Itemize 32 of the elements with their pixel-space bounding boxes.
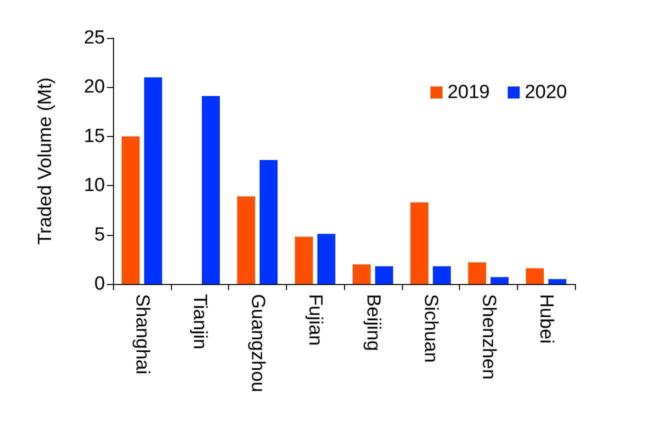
y-tick-label: 25 [84, 28, 105, 48]
bar [260, 160, 278, 284]
x-tick-label: Hubei [536, 294, 557, 344]
x-tick-label: Sichuan [420, 294, 442, 363]
bar [375, 266, 394, 284]
x-tick-label: Tianjin [189, 294, 210, 350]
bar [410, 202, 428, 284]
bar [122, 136, 140, 284]
y-tick-label: 15 [84, 126, 105, 147]
x-tick-label: Beijing [362, 294, 384, 352]
y-tick-label: 0 [94, 274, 105, 294]
bar [526, 268, 544, 284]
y-axis-title: Traded Volume (Mt) [35, 77, 56, 245]
bar [490, 277, 509, 284]
bar [352, 264, 371, 284]
legend-label: 2019 [447, 82, 490, 103]
bar [237, 196, 256, 284]
x-tick-label: Shenzhen [478, 294, 499, 380]
bar [432, 266, 451, 284]
y-tick-label: 10 [84, 175, 105, 196]
legend-label: 2020 [524, 82, 568, 103]
bar [468, 262, 486, 284]
bar [294, 236, 313, 284]
x-tick-label: Shanghai [131, 294, 152, 374]
y-tick-label: 5 [94, 224, 105, 246]
x-tick-label: Guangzhou [246, 294, 268, 392]
y-tick-label: 20 [84, 76, 105, 98]
bar [317, 234, 336, 284]
bar [144, 77, 162, 284]
bar [202, 96, 220, 284]
x-tick-label: Fujian [304, 294, 326, 346]
bar [548, 279, 566, 284]
